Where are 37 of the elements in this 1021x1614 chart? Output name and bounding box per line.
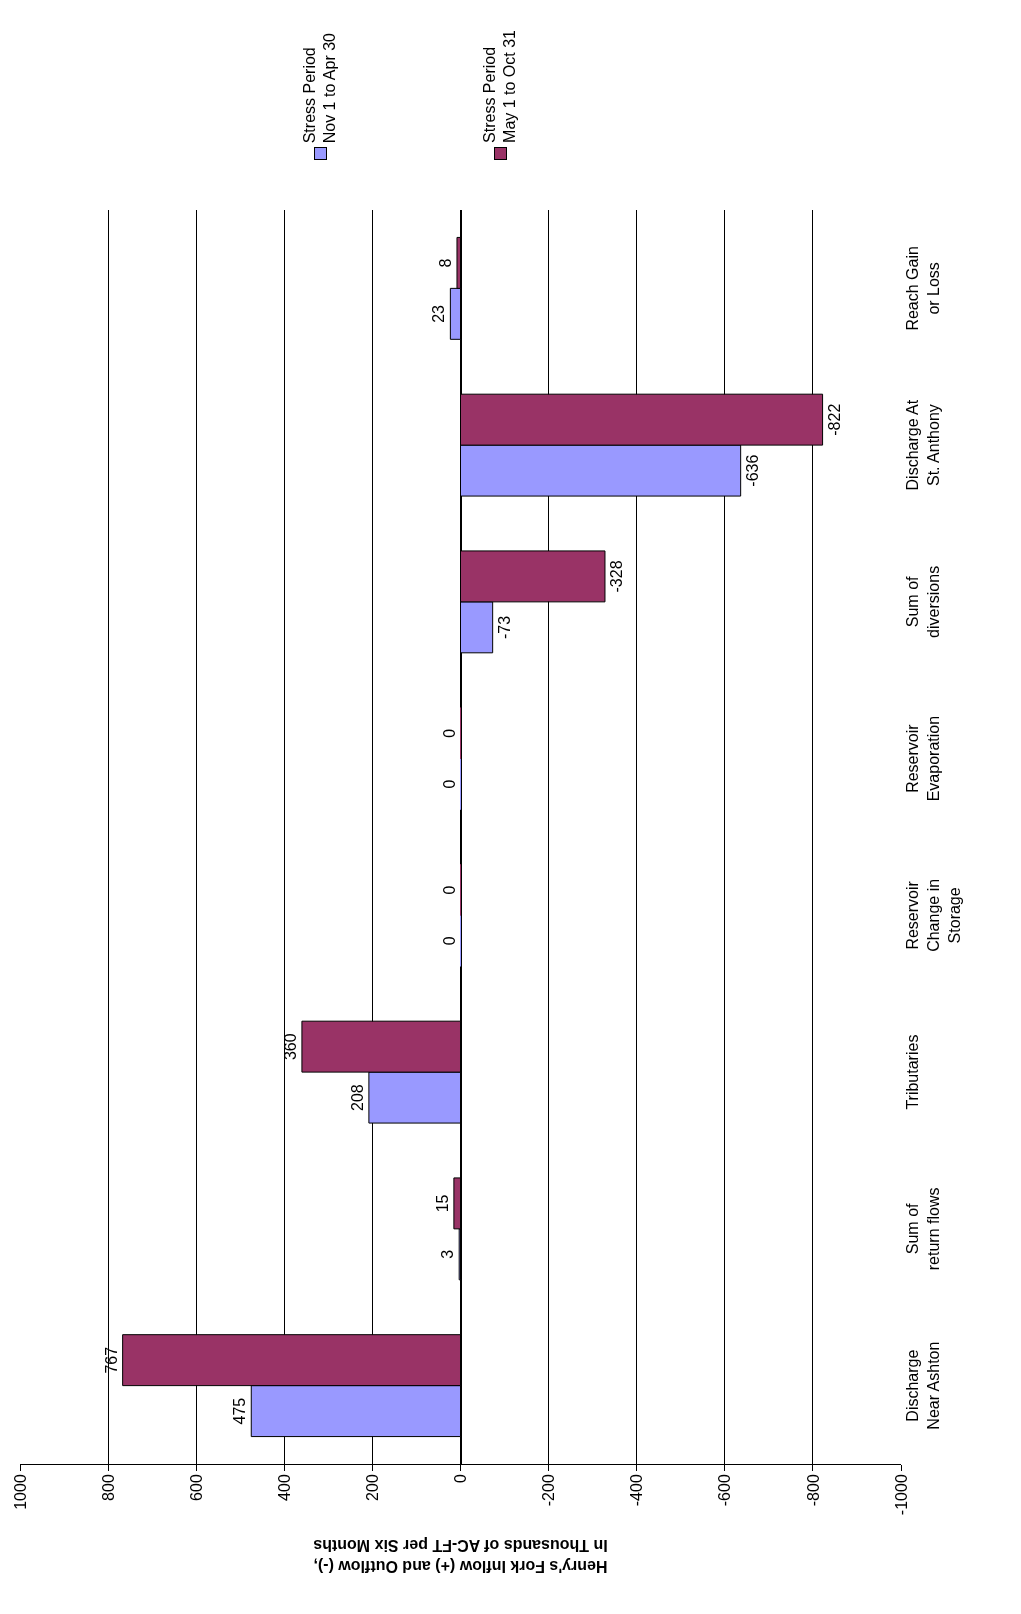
data-label: 475 [231,1397,249,1425]
data-label: 23 [430,304,448,323]
data-label: 0 [440,885,458,895]
text: Stress Period Nov 1 to Apr 30 [300,32,339,143]
data-label: -822 [825,403,843,436]
text: Stress Period May 1 to Oct 31 [480,30,519,143]
x-tick-label: 400 [275,1474,293,1501]
x-tick-label: 1000 [11,1474,29,1510]
x-axis-title: Henry's Fork Inflow (+) and Outflow (-), In Thousands of AC-FT per Six Months [313,1537,608,1576]
x-tick-label: -400 [628,1474,646,1507]
x-tick-label: 800 [99,1474,117,1501]
y-tick-label: Tributaries [904,1034,921,1110]
data-label: 0 [440,728,458,738]
data-label: 8 [436,258,454,268]
data-label: 3 [439,1249,457,1259]
data-label: 15 [433,1194,451,1213]
y-tick-label: Discharge At St. Anthony [904,399,942,491]
x-tick-label: 0 [452,1474,470,1484]
y-tick-label: Discharge Near Ashton [904,1341,942,1430]
data-label: -328 [607,560,625,593]
x-tick-label: 600 [187,1474,205,1501]
y-tick-label: Reservoir Change in Storage [904,878,963,952]
x-tick-label: 200 [364,1474,381,1501]
y-tick-label: Sum of return flows [904,1187,942,1271]
x-tick-label: -200 [540,1474,558,1507]
data-label: 0 [440,779,458,789]
data-label: 767 [102,1346,120,1374]
y-tick-label: Sum of diversions [904,565,942,638]
x-tick-label: -800 [804,1474,822,1507]
y-tick-label: Reservoir Evaporation [904,715,942,802]
x-tick-label: -1000 [892,1474,910,1516]
x-tick-label: -600 [716,1474,734,1507]
data-label: -73 [495,615,513,639]
data-label: 208 [348,1084,366,1111]
y-tick-label: Reach Gain or Loss [904,246,942,331]
data-label: -636 [743,454,761,487]
data-label: 0 [440,936,458,946]
